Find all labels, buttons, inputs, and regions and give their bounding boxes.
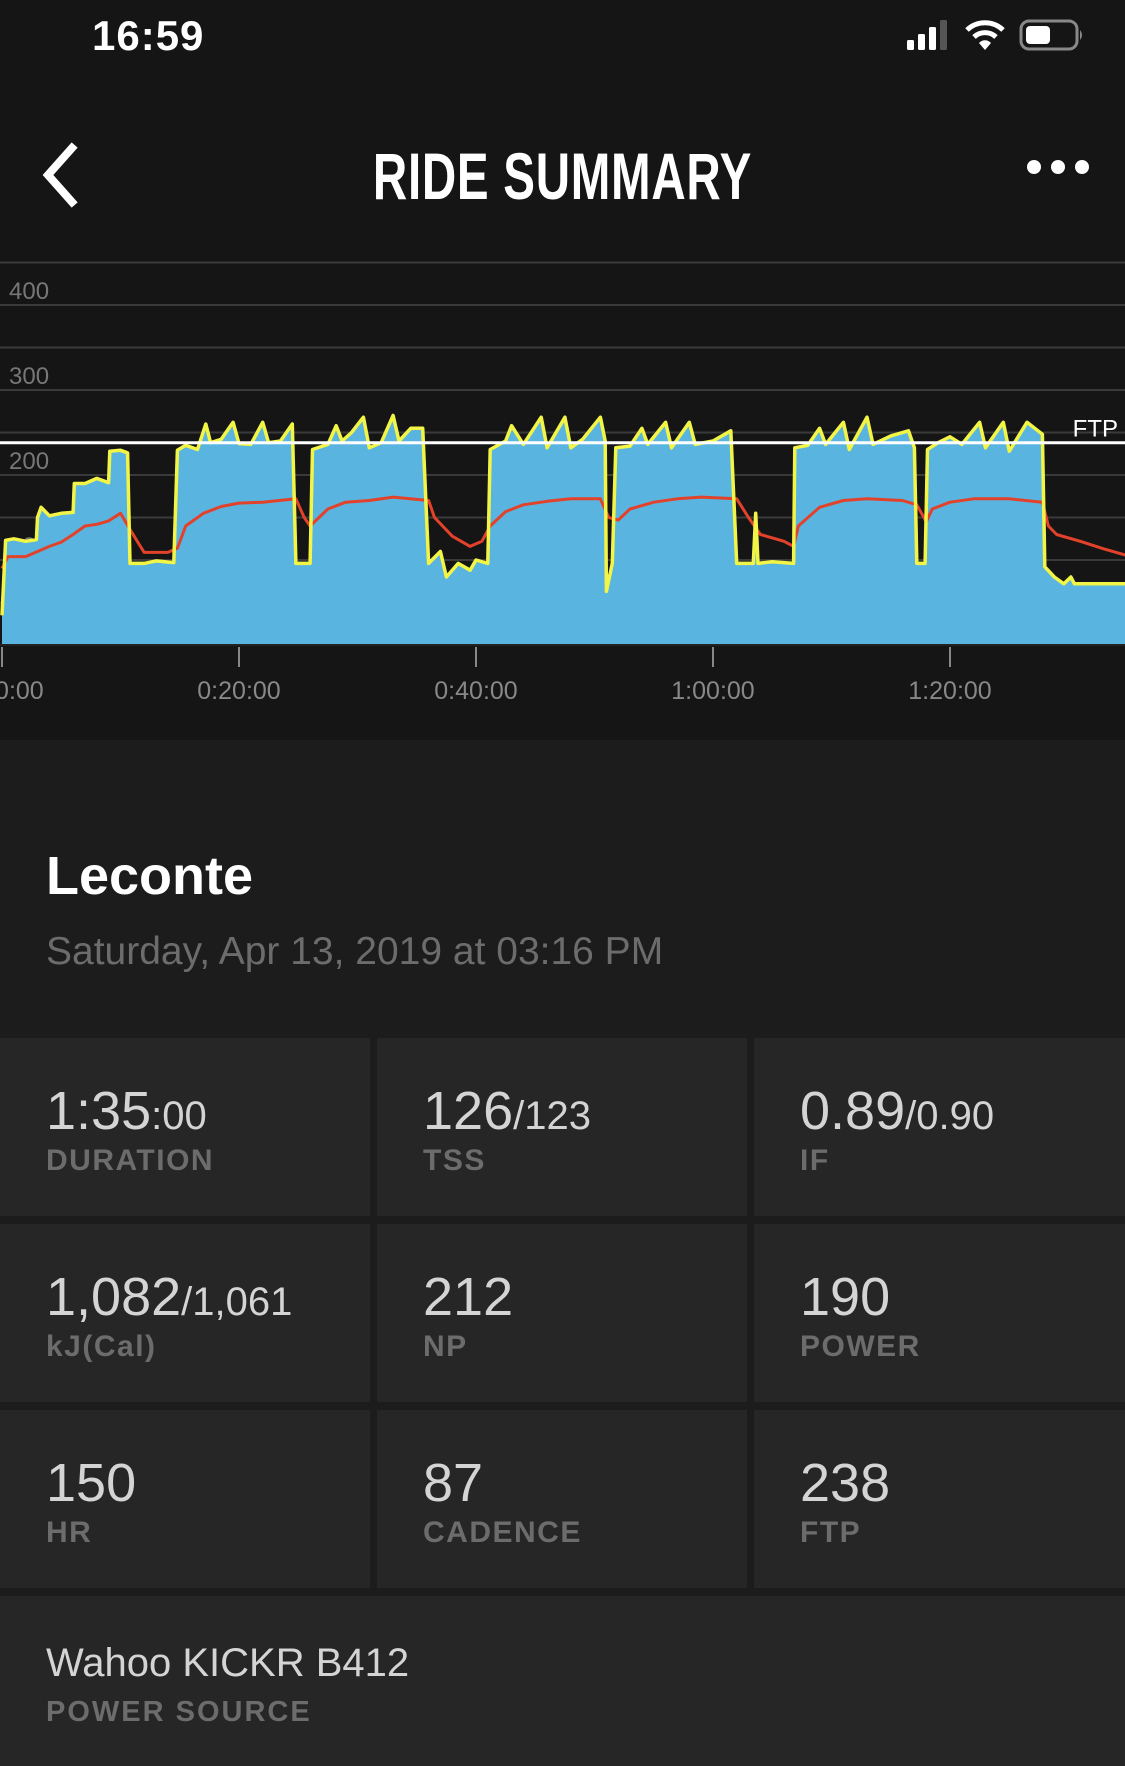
- x-tick-label: 1:20:00: [908, 677, 991, 705]
- stat-if: 0.89/0.90 IF: [754, 1038, 1125, 1216]
- stat-kj: 1,082/1,061 kJ(Cal): [0, 1224, 370, 1402]
- page-title: RIDE SUMMARY: [372, 139, 753, 213]
- stat-value: 190: [800, 1267, 891, 1327]
- stat-value: 1,082: [46, 1267, 182, 1327]
- stat-tss: 126/123 TSS: [377, 1038, 747, 1216]
- stat-value: 126: [423, 1081, 514, 1141]
- x-tick-label: 0:00:00: [0, 677, 44, 705]
- power-source-value: Wahoo KICKR B412: [46, 1641, 410, 1685]
- stat-label: DURATION: [46, 1144, 215, 1177]
- stat-value: 150: [46, 1453, 137, 1513]
- stat-value: 0.89: [800, 1081, 906, 1141]
- signal-icon: [907, 20, 947, 50]
- stat-label: IF: [800, 1144, 830, 1177]
- stat-value: 1:35: [46, 1081, 152, 1141]
- stat-label: NP: [423, 1330, 468, 1363]
- wifi-icon: [965, 20, 1005, 50]
- y-tick-label: 400: [9, 278, 49, 305]
- more-options-button[interactable]: [1027, 160, 1089, 174]
- stat-duration: 1:35:00 DURATION: [0, 1038, 370, 1216]
- x-tick-label: 0:20:00: [197, 677, 280, 705]
- stat-value: 87: [423, 1453, 484, 1513]
- y-tick-label: 300: [9, 363, 49, 390]
- stat-value: 212: [423, 1267, 514, 1327]
- back-button[interactable]: [38, 140, 98, 210]
- stat-label: FTP: [800, 1516, 862, 1549]
- stat-label: kJ(Cal): [46, 1330, 157, 1363]
- stats-grid: 1:35:00 DURATION 126/123 TSS 0.89/0.90 IF 1…: [0, 1038, 1125, 1588]
- y-tick-label: 200: [9, 448, 49, 475]
- stat-label: CADENCE: [423, 1516, 582, 1549]
- status-time: 16:59: [92, 12, 205, 59]
- power-line: [0, 413, 1125, 616]
- ftp-label: FTP: [1073, 416, 1118, 443]
- power-source-label: POWER SOURCE: [46, 1696, 312, 1728]
- stat-cadence: 87 CADENCE: [377, 1410, 747, 1588]
- x-tick-label: 0:40:00: [434, 677, 517, 705]
- ride-date: Saturday, Apr 13, 2019 at 03:16 PM: [46, 930, 664, 973]
- stat-ftp: 238 FTP: [754, 1410, 1125, 1588]
- stat-sub: /1,061: [181, 1280, 293, 1324]
- power-chart[interactable]: 400300200100FTP0:00:000:20:000:40:001:00…: [0, 250, 1125, 720]
- power-area: [2, 415, 1125, 645]
- stat-hr: 150 HR: [0, 1410, 370, 1588]
- stat-sub: /123: [513, 1094, 591, 1138]
- stat-sub: :00: [151, 1094, 207, 1138]
- power-source-row[interactable]: Wahoo KICKR B412 POWER SOURCE: [0, 1596, 1125, 1766]
- x-tick-label: 1:00:00: [671, 677, 754, 705]
- stat-label: TSS: [423, 1144, 486, 1177]
- stat-value: 238: [800, 1453, 891, 1513]
- stat-np: 212 NP: [377, 1224, 747, 1402]
- battery-icon: [1019, 19, 1082, 51]
- status-icons: [907, 18, 1085, 52]
- stat-label: POWER: [800, 1330, 921, 1363]
- stat-power: 190 POWER: [754, 1224, 1125, 1402]
- ride-name: Leconte: [46, 846, 254, 906]
- stat-label: HR: [46, 1516, 93, 1549]
- stat-sub: /0.90: [905, 1094, 995, 1138]
